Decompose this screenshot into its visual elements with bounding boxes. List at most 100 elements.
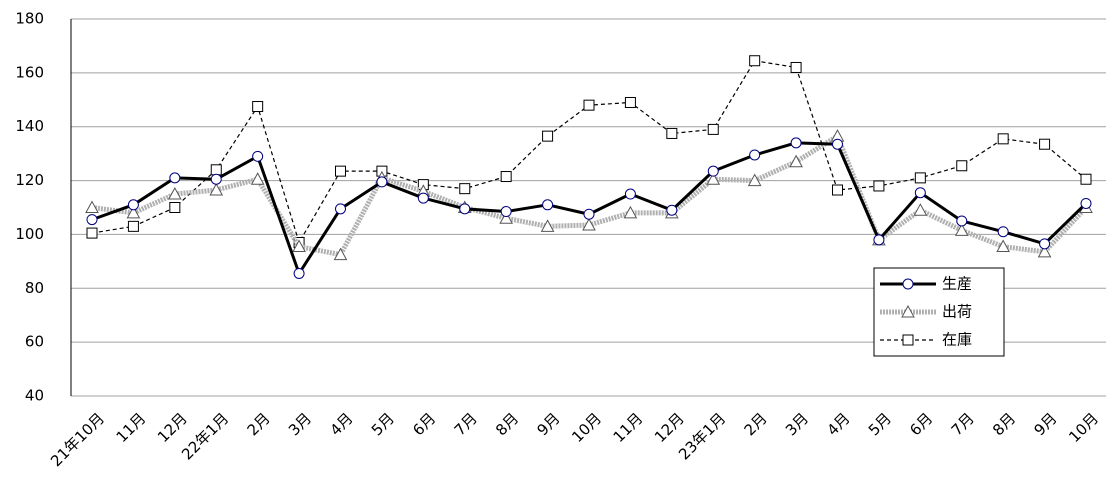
x-tick-label: 11月 [610,409,647,446]
x-tick-label: 2月 [244,409,274,439]
marker [997,133,1009,145]
marker [790,61,802,73]
marker [790,137,802,149]
marker [623,205,638,219]
series-line [91,133,1088,258]
marker [954,223,969,236]
marker [1080,197,1092,209]
marker [542,199,554,211]
x-tick-label: 4月 [326,409,356,439]
marker [666,204,678,216]
marker [209,182,224,196]
marker [902,334,914,346]
marker [789,154,803,168]
x-tick-label: 7月 [948,409,978,439]
marker [169,172,181,184]
marker [956,160,968,172]
marker [873,180,885,192]
marker [873,234,885,246]
marker [335,165,346,177]
marker [335,203,346,215]
legend-label: 在庫 [942,331,972,349]
y-tick-label: 40 [25,387,44,405]
marker [707,123,719,135]
marker [749,149,761,161]
y-tick-label: 80 [25,279,44,297]
marker [500,171,512,183]
y-tick-label: 140 [15,117,44,135]
x-tick-label: 12月 [651,409,688,446]
marker [85,200,99,213]
y-tick-label: 100 [15,225,44,243]
marker [252,101,264,113]
x-tick-label: 5月 [865,409,895,439]
marker [624,96,636,108]
x-tick-label: 2月 [741,409,771,439]
marker [1039,138,1051,150]
marker [293,267,305,279]
marker [86,227,98,239]
marker [250,172,265,185]
marker [1080,173,1092,185]
marker [126,205,141,219]
x-tick-label: 12月 [154,409,191,446]
marker [997,226,1009,238]
marker [583,99,595,111]
x-tick-label: 6月 [906,409,936,439]
x-tick-label: 7月 [451,409,481,439]
y-tick-label: 120 [15,171,44,189]
marker [996,239,1011,253]
marker [210,164,222,176]
marker [540,219,555,232]
marker [333,247,348,261]
marker [127,220,139,232]
x-tick-label: 4月 [823,409,853,439]
x-tick-label: 3月 [285,409,315,439]
x-tick-label: 9月 [534,409,564,439]
marker [914,187,926,199]
x-tick-label: 6月 [409,409,439,439]
marker [459,183,471,195]
marker [376,176,388,188]
marker [127,199,139,211]
x-tick-label: 21年10月 [47,409,108,470]
x-tick-label: 8月 [989,409,1019,439]
marker [1039,238,1051,250]
marker [707,165,719,177]
marker [292,239,306,253]
marker [666,127,678,139]
marker [624,188,636,200]
marker [706,172,721,185]
marker [459,203,471,215]
y-tick-label: 60 [25,333,44,351]
y-tick-label: 180 [15,10,44,28]
marker [956,215,968,227]
marker [583,208,595,220]
x-tick-label: 10月 [568,409,605,446]
marker [913,203,928,216]
x-tick-label: 3月 [782,409,812,439]
marker [747,173,762,187]
legend-label: 生産 [942,275,972,293]
marker [749,55,761,67]
marker [417,192,429,204]
marker [1037,244,1052,258]
x-tick-label: 5月 [368,409,398,439]
legend-label: 出荷 [942,303,972,321]
marker [500,206,512,218]
marker [86,214,98,226]
marker [914,172,926,184]
marker [542,130,554,142]
series-line [91,141,1088,275]
marker [832,138,843,150]
marker [901,304,915,318]
x-tick-label: 8月 [492,409,522,439]
marker [582,217,596,231]
marker [832,184,843,196]
marker [902,278,914,290]
marker [169,202,181,213]
marker [210,173,222,185]
